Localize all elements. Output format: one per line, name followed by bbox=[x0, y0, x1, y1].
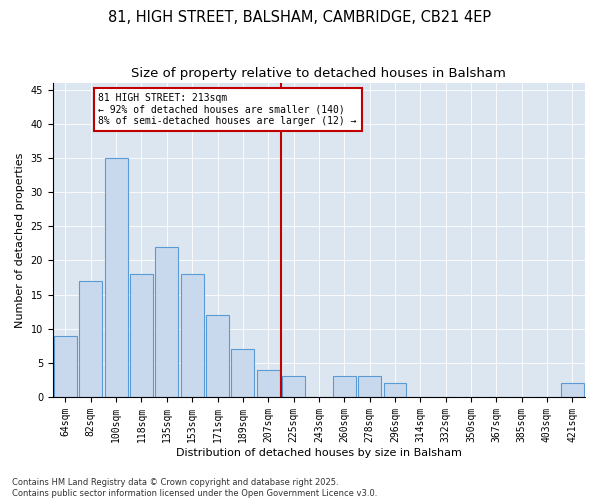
Text: Contains HM Land Registry data © Crown copyright and database right 2025.
Contai: Contains HM Land Registry data © Crown c… bbox=[12, 478, 377, 498]
Bar bbox=[282, 376, 305, 397]
Bar bbox=[333, 376, 356, 397]
Text: 81 HIGH STREET: 213sqm
← 92% of detached houses are smaller (140)
8% of semi-det: 81 HIGH STREET: 213sqm ← 92% of detached… bbox=[98, 94, 357, 126]
Bar bbox=[155, 247, 178, 397]
Text: 81, HIGH STREET, BALSHAM, CAMBRIDGE, CB21 4EP: 81, HIGH STREET, BALSHAM, CAMBRIDGE, CB2… bbox=[109, 10, 491, 25]
Bar bbox=[79, 281, 102, 397]
Bar bbox=[383, 384, 406, 397]
Bar bbox=[232, 349, 254, 397]
Bar bbox=[206, 315, 229, 397]
Bar bbox=[257, 370, 280, 397]
X-axis label: Distribution of detached houses by size in Balsham: Distribution of detached houses by size … bbox=[176, 448, 462, 458]
Bar bbox=[358, 376, 381, 397]
Bar bbox=[561, 384, 584, 397]
Bar bbox=[130, 274, 153, 397]
Bar bbox=[54, 336, 77, 397]
Bar bbox=[105, 158, 128, 397]
Bar bbox=[181, 274, 203, 397]
Y-axis label: Number of detached properties: Number of detached properties bbox=[15, 152, 25, 328]
Title: Size of property relative to detached houses in Balsham: Size of property relative to detached ho… bbox=[131, 68, 506, 80]
